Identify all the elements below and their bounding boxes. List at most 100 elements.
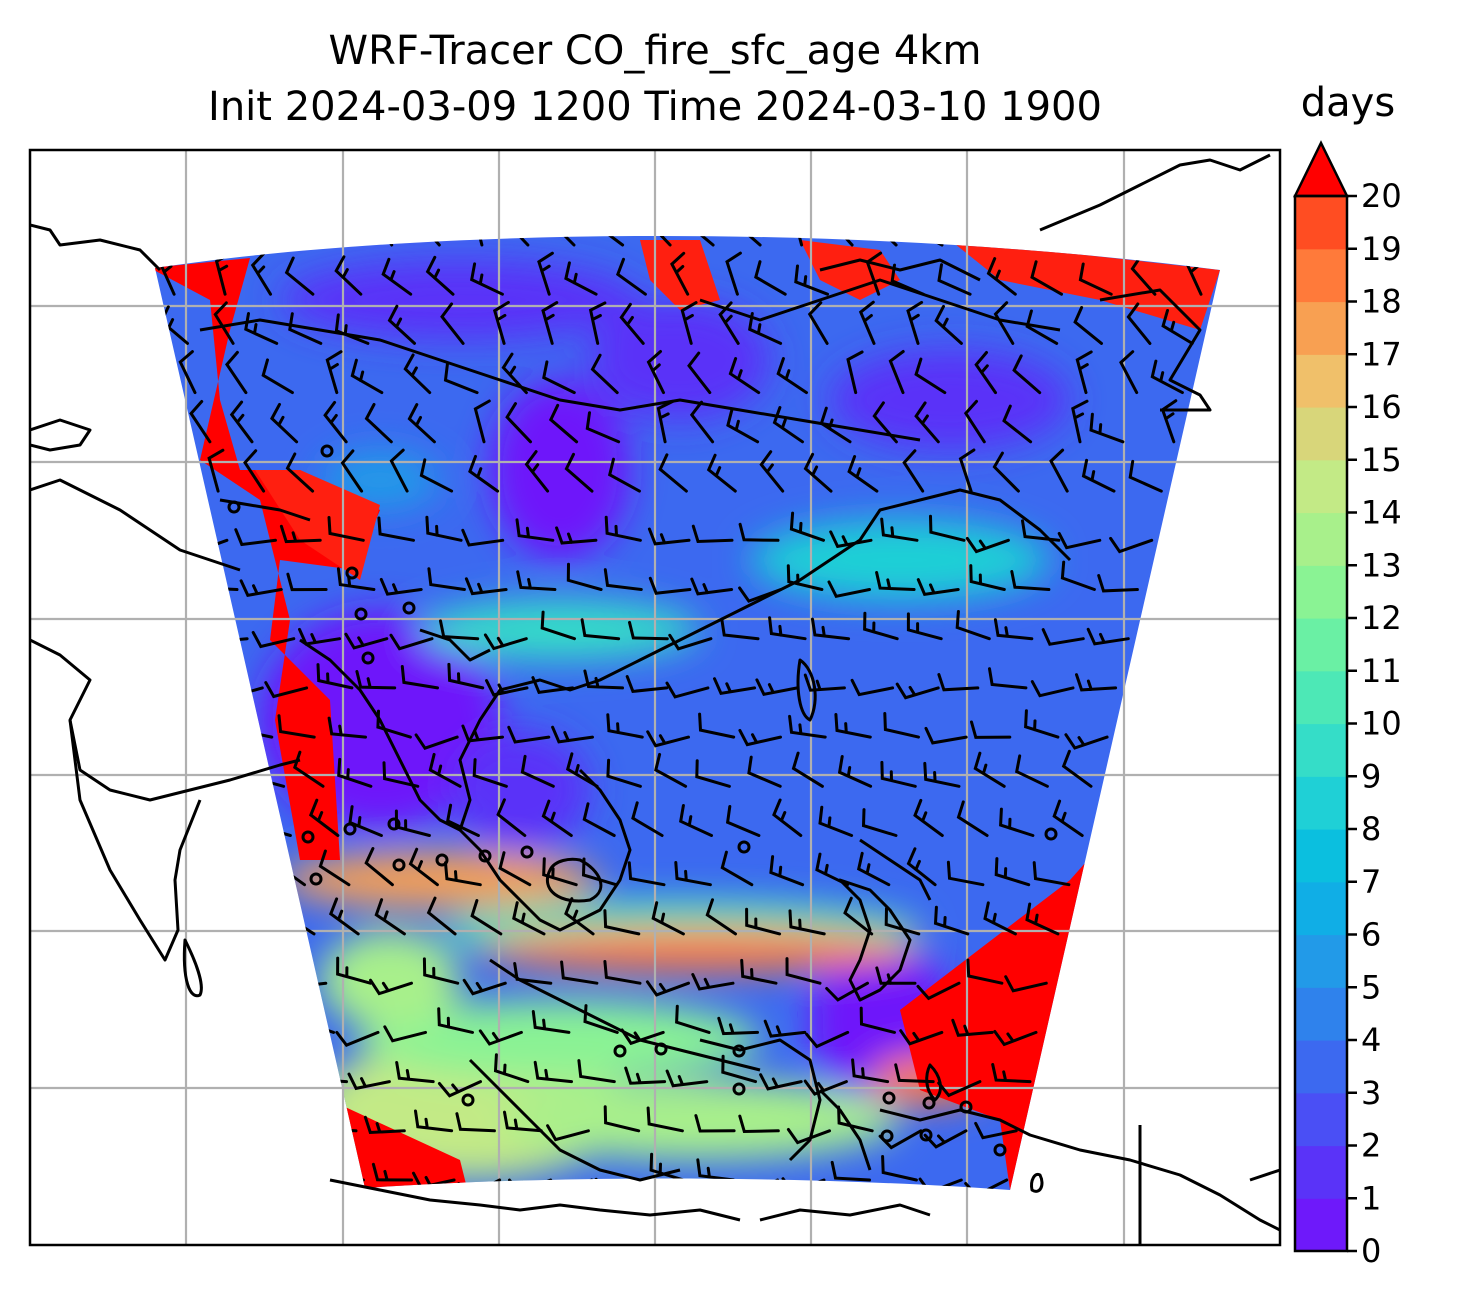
colorbar-tick-label: 17: [1361, 335, 1402, 373]
wind-barb: [444, 861, 482, 887]
wind-barb: [728, 357, 761, 395]
wind-barb: [763, 1019, 807, 1038]
wind-barb: [381, 257, 413, 296]
wind-barb: [400, 665, 439, 690]
wind-barb: [827, 580, 871, 598]
wind-barb: [537, 251, 554, 296]
wind-barb: [880, 760, 917, 788]
wind-barb: [1061, 749, 1093, 788]
wind-barb: [1089, 412, 1125, 444]
wind-barb: [580, 618, 621, 641]
wind-barb: [619, 302, 645, 345]
wind-barb: [395, 1061, 435, 1084]
wind-barb: [646, 1106, 684, 1133]
wind-barb: [881, 1155, 918, 1182]
colorbar-segment: [1295, 1145, 1347, 1199]
wind-barb: [581, 857, 618, 887]
wind-barb: [369, 978, 413, 996]
wind-barb: [1049, 448, 1069, 493]
wind-barb: [541, 799, 573, 837]
colorbar-tick-label: 5: [1361, 968, 1381, 1006]
wind-barb: [470, 262, 504, 296]
wind-barb: [624, 1066, 667, 1085]
wind-barb: [863, 611, 899, 641]
wind-barb: [988, 667, 1028, 690]
wind-barb: [691, 973, 735, 991]
wind-barb: [1015, 754, 1049, 788]
wind-barb: [446, 803, 480, 837]
wind-barb: [507, 725, 551, 744]
wind-barb: [564, 261, 598, 296]
wind-barb: [690, 577, 734, 596]
wind-barb: [347, 1072, 391, 1091]
colorbar-segment: [1295, 1198, 1347, 1252]
wind-barb: [515, 518, 555, 542]
wind-barb: [462, 978, 507, 996]
wind-barb: [754, 260, 787, 296]
wind-barb: [648, 576, 692, 595]
wind-barb: [768, 616, 807, 641]
wind-barb: [548, 235, 576, 247]
wind-barb: [234, 528, 277, 547]
wind-barb: [830, 1160, 871, 1182]
wind-barb: [1041, 628, 1085, 646]
wind-barb: [627, 861, 666, 887]
wind-barb: [1057, 532, 1102, 550]
wind-barb: [786, 1128, 831, 1145]
wind-barb: [1030, 260, 1063, 296]
colorbar-tick-label: 7: [1361, 863, 1381, 901]
wind-barb: [363, 1115, 406, 1135]
wind-barb: [1126, 302, 1152, 345]
wind-barb: [293, 750, 325, 788]
wind-barb: [464, 577, 508, 596]
wind-barb: [914, 357, 947, 395]
wind-barb: [859, 1006, 896, 1034]
wind-barb: [718, 301, 740, 345]
wind-barb: [856, 851, 891, 887]
wind-barb: [1012, 354, 1042, 395]
wind-barb: [478, 1029, 523, 1046]
wind-barb: [542, 360, 576, 395]
wind-barb: [923, 761, 961, 788]
wind-barb: [720, 850, 754, 887]
wind-barb: [425, 255, 455, 296]
wind-barb: [1025, 309, 1059, 345]
wind-barb: [485, 679, 529, 697]
wind-barb: [846, 350, 864, 395]
wind-barb: [264, 681, 309, 699]
wind-barb: [251, 630, 296, 649]
colorbar-segment: [1295, 934, 1347, 988]
wind-barb: [755, 678, 799, 696]
wind-barb: [1119, 350, 1139, 395]
wind-barb: [902, 449, 925, 493]
colorbar-segment: [1295, 407, 1347, 461]
wind-barb: [645, 980, 690, 997]
wind-barb: [379, 577, 423, 596]
wind-barb: [646, 730, 690, 748]
wind-barb: [603, 909, 641, 936]
wind-barb: [696, 1158, 736, 1182]
wind-barb: [872, 401, 898, 444]
wind-barb: [189, 400, 212, 444]
wind-barb: [516, 570, 557, 591]
wind-barb: [377, 516, 415, 542]
wind-barb: [834, 713, 872, 739]
wind-barb: [951, 1018, 994, 1037]
wind-barb: [815, 852, 849, 887]
wind-barb: [649, 1152, 686, 1182]
wind-barb: [620, 1028, 665, 1046]
wind-barb: [461, 724, 504, 743]
wind-barb: [603, 960, 642, 985]
wind-barb: [455, 1112, 496, 1133]
colorbar-tick-label: 4: [1361, 1021, 1381, 1059]
wind-barb: [999, 807, 1035, 837]
wind-barb: [1032, 861, 1071, 887]
colorbar-segment: [1295, 565, 1347, 619]
wind-barb: [958, 448, 976, 493]
wind-barb: [548, 403, 579, 444]
wind-barb: [685, 235, 715, 247]
wind-barb: [496, 798, 527, 837]
wind-barb: [992, 451, 1020, 493]
wind-barb: [906, 612, 943, 641]
